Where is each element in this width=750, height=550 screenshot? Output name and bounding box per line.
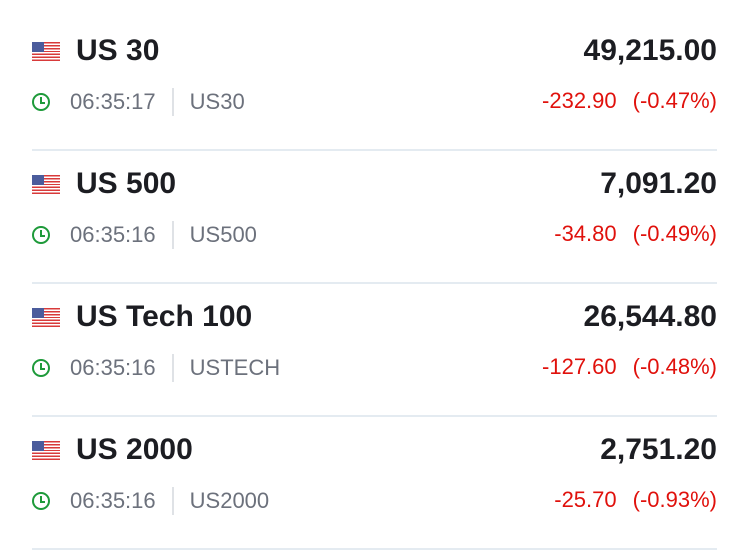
time: 06:35:16 <box>70 222 156 247</box>
symbol: US30 <box>189 89 245 114</box>
us-flag-icon <box>32 41 60 61</box>
list-item[interactable]: US 500 7,091.20 06:35:16 US500 -34.80 (-0.… <box>32 151 717 284</box>
list-item[interactable]: US 2000 2,751.20 06:35:16 US2000 -25.70 (-… <box>32 417 717 550</box>
price: 2,751.20 <box>600 433 717 466</box>
instrument-name: US Tech 100 <box>76 300 253 333</box>
change: -232.90 <box>542 88 617 113</box>
change-percent: (-0.49%) <box>632 221 717 246</box>
instrument-name: US 2000 <box>76 433 193 466</box>
list-item[interactable]: US 30 49,215.00 06:35:17 US30 -232.90 (-0.… <box>32 18 717 151</box>
instrument-name: US 30 <box>76 34 160 67</box>
us-flag-icon <box>32 174 60 194</box>
instrument-list: US 30 49,215.00 06:35:17 US30 -232.90 (-0.… <box>32 18 717 550</box>
divider <box>171 354 174 382</box>
divider <box>171 88 174 116</box>
clock-icon <box>32 226 50 244</box>
time: 06:35:17 <box>70 89 156 114</box>
change: -127.60 <box>542 354 617 379</box>
price: 49,215.00 <box>583 34 717 67</box>
clock-icon <box>32 359 50 377</box>
clock-icon <box>32 93 50 111</box>
clock-icon <box>32 492 50 510</box>
instrument-name: US 500 <box>76 167 177 200</box>
divider <box>171 221 174 249</box>
us-flag-icon <box>32 440 60 460</box>
change-percent: (-0.48%) <box>632 354 717 379</box>
price: 26,544.80 <box>583 300 717 333</box>
change-percent: (-0.93%) <box>632 487 717 512</box>
change-percent: (-0.47%) <box>632 88 717 113</box>
symbol: US500 <box>189 222 257 247</box>
list-item[interactable]: US Tech 100 26,544.80 06:35:16 USTECH -12… <box>32 284 717 417</box>
symbol: USTECH <box>189 355 281 380</box>
change: -25.70 <box>554 487 617 512</box>
divider <box>171 487 174 515</box>
time: 06:35:16 <box>70 488 156 513</box>
change: -34.80 <box>554 221 617 246</box>
symbol: US2000 <box>189 488 270 513</box>
time: 06:35:16 <box>70 355 156 380</box>
us-flag-icon <box>32 307 60 327</box>
price: 7,091.20 <box>600 167 717 200</box>
